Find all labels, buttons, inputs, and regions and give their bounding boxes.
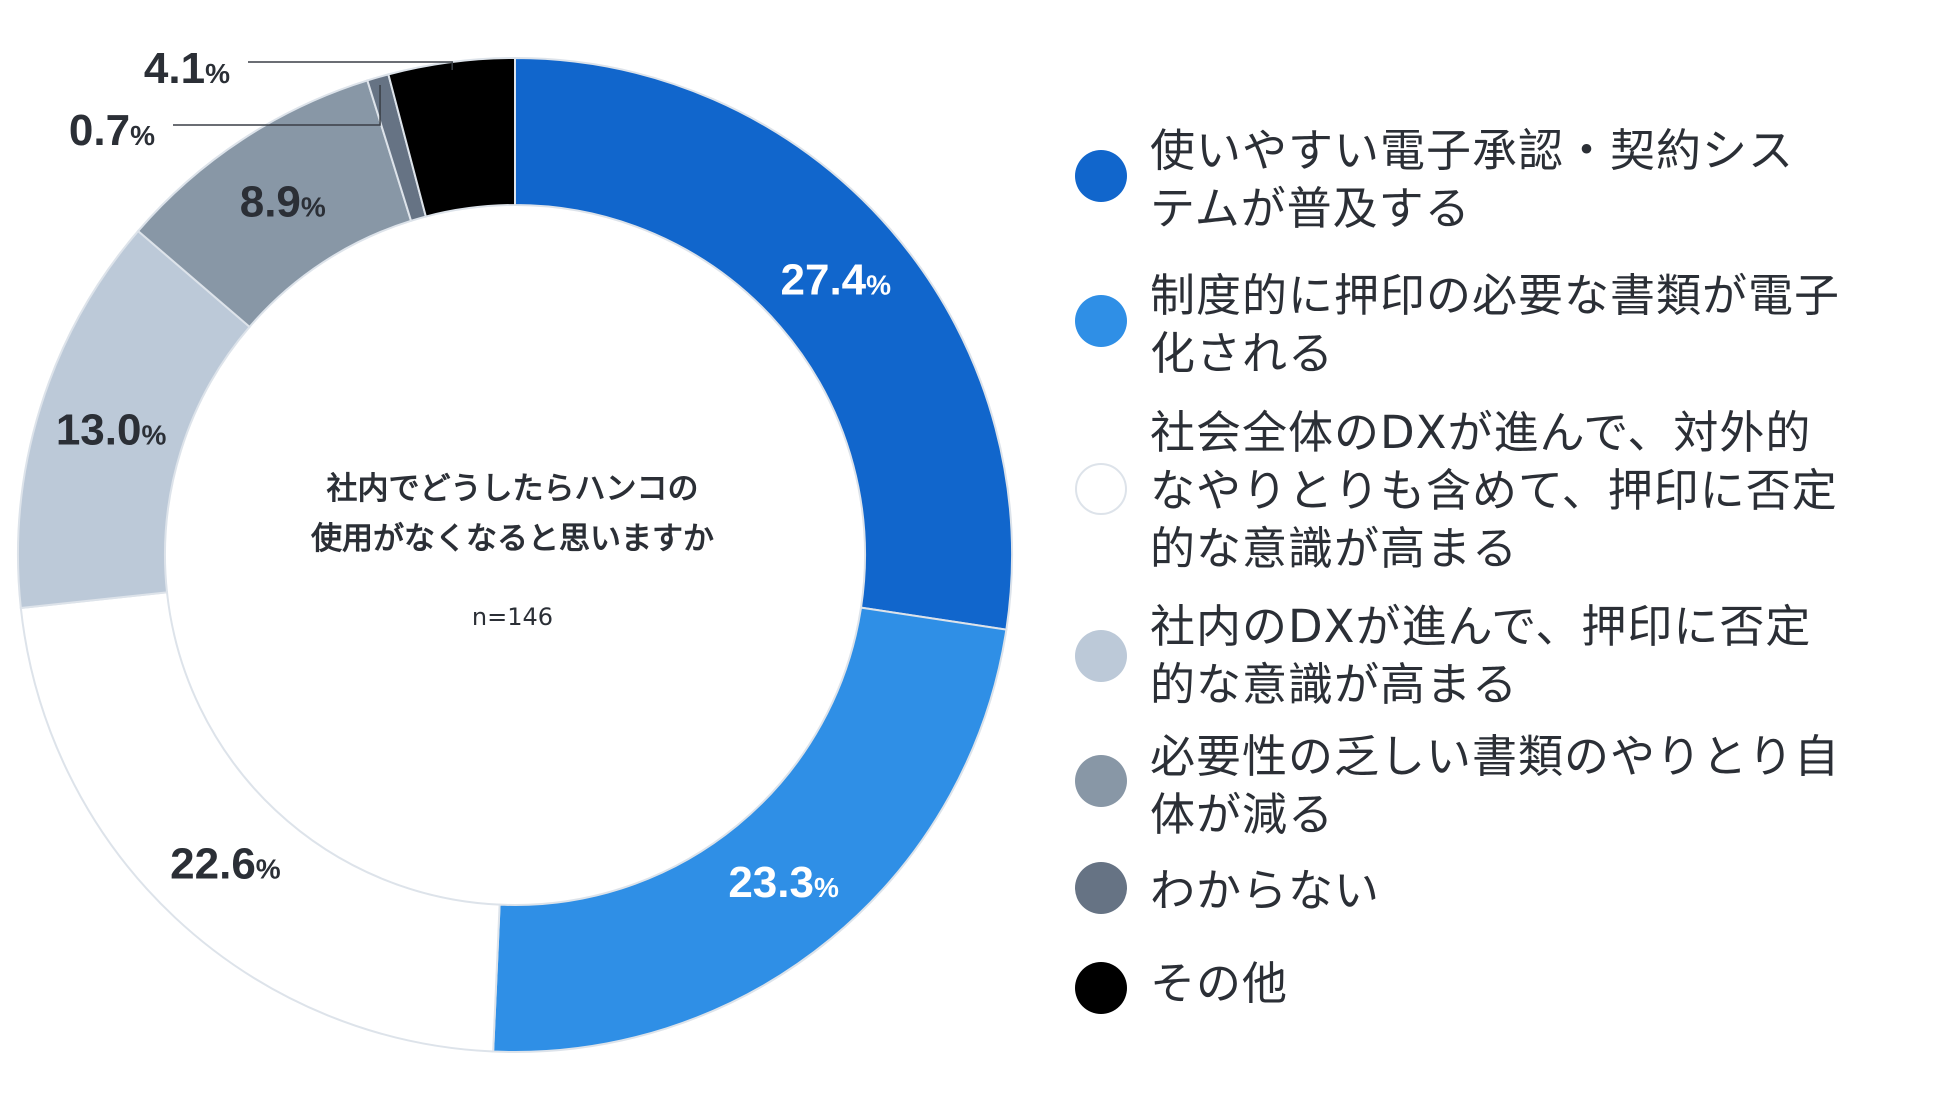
legend-label-line: 化される [1150, 327, 1335, 380]
leader-line-6 [173, 84, 381, 126]
slice-1 [514, 56, 1013, 631]
legend-label-line: テムが普及する [1150, 182, 1471, 235]
legend-swatch-2 [1075, 295, 1127, 347]
legend-label-4: 社内のDXが進んで、押印に否定 的な意識が高まる [1150, 598, 1940, 714]
legend-label-line: 必要性の乏しい書類のやりとり自 [1150, 730, 1841, 783]
value-label-1: 27.4% [781, 255, 892, 304]
legend-label-6: わからない [1150, 862, 1940, 920]
value-label-5: 8.9% [240, 177, 326, 226]
legend-label-1: 使いやすい電子承認・契約シス テムが普及する [1150, 122, 1940, 238]
center-title-line-1: 社内でどうしたらハンコの [326, 471, 699, 507]
legend-label-7: その他 [1150, 955, 1940, 1013]
legend-label-5: 必要性の乏しい書類のやりとり自 体が減る [1150, 728, 1940, 844]
value-label-6: 0.7% [69, 106, 155, 155]
legend-swatch-4 [1075, 630, 1127, 682]
legend-label-line: なやりとりも含めて、押印に否定 [1150, 464, 1838, 517]
legend-label-line: 使いやすい電子承認・契約シス [1150, 124, 1795, 177]
legend-label-line: 社会全体のDXが進んで、対外的 [1150, 406, 1812, 459]
legend-swatch-5 [1075, 755, 1127, 807]
donut-chart: 27.4% 23.3% 22.6% 13.0% 8.9% 4.1% 0.7% [17, 44, 1013, 1053]
legend-swatch-7 [1075, 962, 1127, 1014]
slice-3 [19, 591, 501, 1053]
value-label-2: 23.3% [728, 858, 839, 907]
legend-label-line: 体が減る [1150, 788, 1335, 841]
value-labels-group: 27.4% 23.3% 22.6% 13.0% 8.9% 4.1% 0.7% [56, 44, 891, 907]
legend-label-line: 的な意識が高まる [1150, 658, 1519, 711]
legend-swatch-3 [1075, 463, 1127, 515]
legend-swatch-1 [1075, 150, 1127, 202]
sample-size-label: n=146 [471, 603, 554, 631]
value-label-7: 4.1% [144, 44, 230, 93]
legend-swatch-6 [1075, 862, 1127, 914]
legend-label-line: その他 [1150, 957, 1289, 1010]
legend-label-line: 制度的に押印の必要な書類が電子 [1150, 269, 1841, 322]
legend-label-3: 社会全体のDXが進んで、対外的 なやりとりも含めて、押印に否定 的な意識が高まる [1150, 404, 1940, 578]
value-label-3: 22.6% [170, 839, 281, 888]
legend-label-2: 制度的に押印の必要な書類が電子 化される [1150, 267, 1940, 383]
leader-line-7 [248, 61, 453, 71]
slice-7 [387, 56, 516, 218]
value-label-4: 13.0% [56, 405, 167, 454]
legend-label-line: 社内のDXが進んで、押印に否定 [1150, 600, 1812, 653]
legend-label-line: わからない [1150, 864, 1381, 917]
center-title-line-2: 使用がなくなると思いますか [311, 521, 714, 557]
legend: 使いやすい電子承認・契約シス テムが普及する 制度的に押印の必要な書類が電子 化される… [1075, 0, 1945, 1101]
slice-2 [492, 606, 1008, 1053]
slices-group [17, 56, 1013, 1053]
legend-label-line: 的な意識が高まる [1150, 522, 1519, 575]
